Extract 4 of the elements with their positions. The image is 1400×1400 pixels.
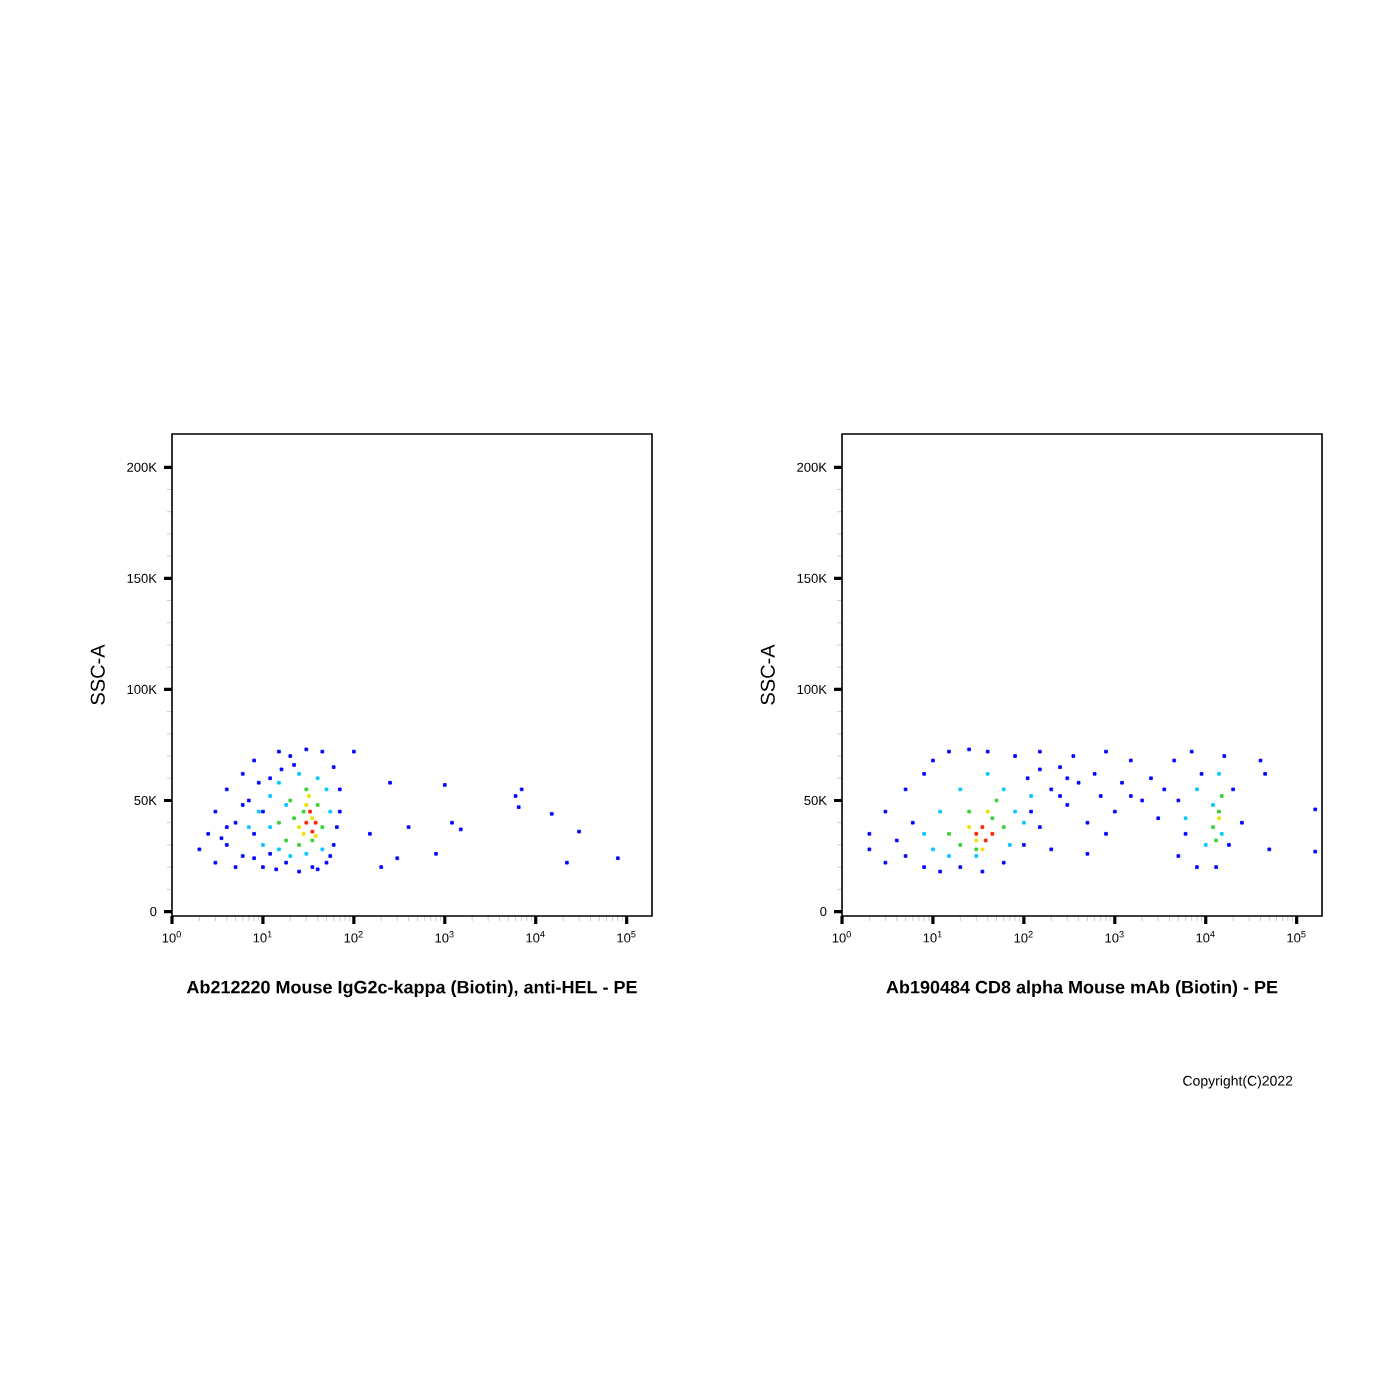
y-axis-title: SSC-A	[90, 644, 105, 705]
x-axis-title: Ab190484 CD8 alpha Mouse mAb (Biotin) - PE	[886, 980, 1278, 998]
x-axis-title: Ab212220 Mouse IgG2c-kappa (Biotin), anti-HEL - PE	[186, 980, 637, 998]
y-axis-title: SSC-A	[760, 644, 775, 705]
